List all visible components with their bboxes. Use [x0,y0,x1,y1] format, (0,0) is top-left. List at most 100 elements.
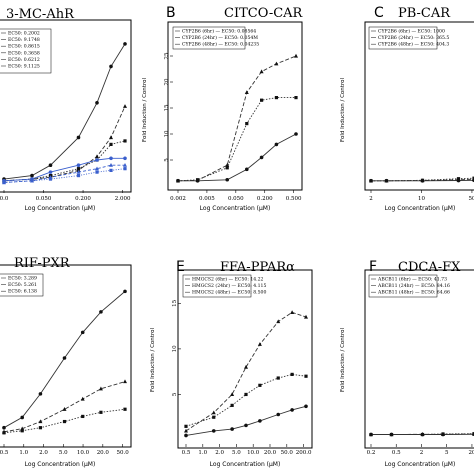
panel-f-title: CDCA-FX [398,260,461,275]
series-line [3,381,126,433]
x-tick-label: 1.0 [198,450,207,456]
panel-a-plot-area [0,19,132,193]
series-line [177,55,297,182]
data-point [98,386,103,391]
data-point [95,154,100,159]
data-point [230,392,235,397]
data-point [290,372,294,376]
x-tick-label: 0.5 [0,450,9,456]
data-point [258,383,262,387]
data-point [30,173,34,178]
data-point [369,432,373,437]
data-point [274,142,279,147]
series-line [3,106,126,182]
data-point [420,432,425,437]
panel-a-xlabel: Log Concentration (µM) [25,205,96,212]
x-tick-label: 0.002 [170,196,186,202]
legend-label: CYP2B6 (6hr) — EC50: 0.08564 [182,28,256,35]
data-point [20,429,24,433]
data-point [230,427,234,431]
legend-label: EC50: 5.261 [8,282,37,288]
x-tick-label: 5.0 [232,450,241,456]
panel-e-plot-area [177,269,313,449]
data-point [230,403,234,407]
data-point [245,122,249,126]
x-tick-label: 2 [420,450,424,456]
data-point [294,53,298,58]
data-point [244,90,249,94]
panel-a: 3-MC-AhR Log Concentration (µM) [0,7,132,212]
panel-a-title: 3-MC-AhR [6,7,75,22]
legend-label: CYP2B6 (48hr) — EC50: 0.04235 [182,41,259,48]
panel-d-xlabel: Log Concentration (µM) [25,461,96,468]
data-point [304,404,308,409]
data-point [123,289,127,294]
x-tick-label: 0.0 [0,196,9,202]
legend-label: HMGCS2 (6hr) — EC50: 14.22 [192,276,264,283]
x-tick-label: 200.0 [296,450,312,456]
data-point [290,408,294,412]
data-point [176,179,180,183]
y-tick-label: 15 [164,104,170,111]
panel-b-ylabel: Fold Induction / Control [142,78,148,142]
data-point [38,426,43,430]
panel-f-ylabel: Fold Induction / Control [340,328,346,392]
panel-d-plot-area [0,264,132,448]
legend-box [368,26,438,50]
data-point [369,179,373,183]
data-point [244,392,248,397]
data-point [276,376,280,380]
legend-box [368,274,438,298]
data-point [244,167,249,172]
data-point [95,158,99,162]
x-tick-label: 2.0 [39,450,48,456]
data-point [304,374,308,378]
data-point [123,407,127,411]
legend-label: EC50: 0.2002 [8,31,40,37]
x-tick-label: 1.0 [19,450,28,456]
series-line [177,97,296,182]
data-point [294,96,298,100]
panel-b-xlabel: Log Concentration (µM) [200,205,271,212]
panel-c-letter: C [374,5,384,21]
data-point [2,180,6,185]
x-tick-label: 20.0 [264,450,277,456]
series-line [185,405,307,436]
data-point [304,314,308,319]
x-tick-label: 50 [468,196,474,202]
data-point [441,432,445,436]
data-point [123,163,127,167]
data-point [257,342,262,346]
legend-label: HMGCS2 (24hr) — EC50: 4.115 [192,282,266,289]
legend-label: ABCB11 (48hr) — EC50: 64.66 [377,289,450,296]
data-point [294,132,298,136]
data-point [62,356,67,360]
panel-e-ylabel: Fold Induction / Control [150,328,156,392]
x-tick-label: 0.050 [36,196,52,202]
x-tick-label: 10.0 [247,450,260,456]
x-tick-label: 0.200 [257,196,273,202]
legend-label: EC50: 9.1748 [8,37,40,43]
legend-label: CYP2B6 (48hr) — EC50: 404.3 [378,41,449,48]
series-line [178,133,297,182]
x-tick-label: 0.200 [75,196,91,202]
data-point [99,410,103,414]
data-point [109,163,114,167]
legend-label: CYP2B6 (24hr) — EC50: 365.5 [378,34,449,41]
data-point [259,69,264,74]
legend-label: CYP2B6 (6hr) — EC50: 1000 [378,28,445,35]
legend-label: EC50: 3.289 [8,276,37,282]
data-point [76,167,81,171]
x-tick-label: 5.0 [59,450,68,456]
data-point [109,168,113,172]
panel-f: F CDCA-FX Log Concentration (µM) Fold In… [340,259,474,468]
panel-c-title: PB-CAR [398,6,451,21]
y-tick-label: 15 [172,299,178,306]
series-line [185,373,307,427]
x-tick-label: 10 [418,196,425,202]
data-point [212,415,216,419]
x-tick-label: 50.0 [281,450,294,456]
y-tick-label: 20 [164,78,170,85]
